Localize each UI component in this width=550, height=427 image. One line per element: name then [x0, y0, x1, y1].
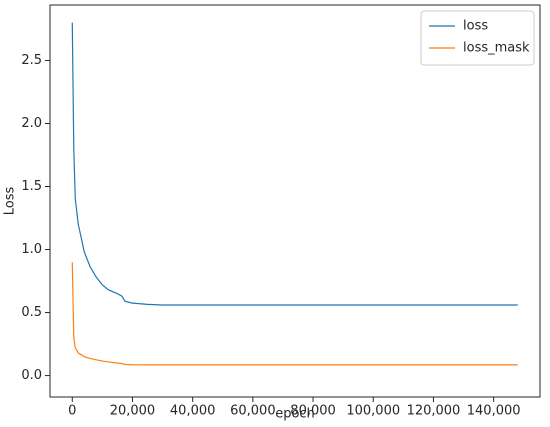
series-line	[71, 262, 518, 366]
y-tick-label: 1.5	[21, 179, 42, 194]
x-tick-label: 20,000	[110, 404, 156, 419]
y-tick-label: 1.0	[21, 242, 42, 257]
y-tick-label: 2.0	[21, 116, 42, 131]
x-tick-label: 100,000	[346, 404, 400, 419]
legend-box	[420, 10, 535, 66]
y-tick-label: 2.5	[21, 53, 42, 68]
x-tick-label: 120,000	[407, 404, 461, 419]
legend-label: loss	[463, 19, 488, 34]
x-axis-label: epoch	[275, 407, 315, 422]
plot-frame	[49, 4, 541, 398]
series-line	[71, 22, 518, 306]
x-tick-label: 0	[68, 404, 76, 419]
y-tick-label: 0.5	[21, 305, 42, 320]
x-tick-label: 40,000	[170, 404, 216, 419]
x-tick-label: 60,000	[230, 404, 276, 419]
y-axis-label: Loss	[3, 187, 18, 216]
x-tick-label: 80,000	[290, 404, 336, 419]
x-tick-label: 140,000	[467, 404, 521, 419]
legend-label: loss_mask	[463, 41, 530, 56]
y-tick-label: 0.0	[21, 368, 42, 383]
